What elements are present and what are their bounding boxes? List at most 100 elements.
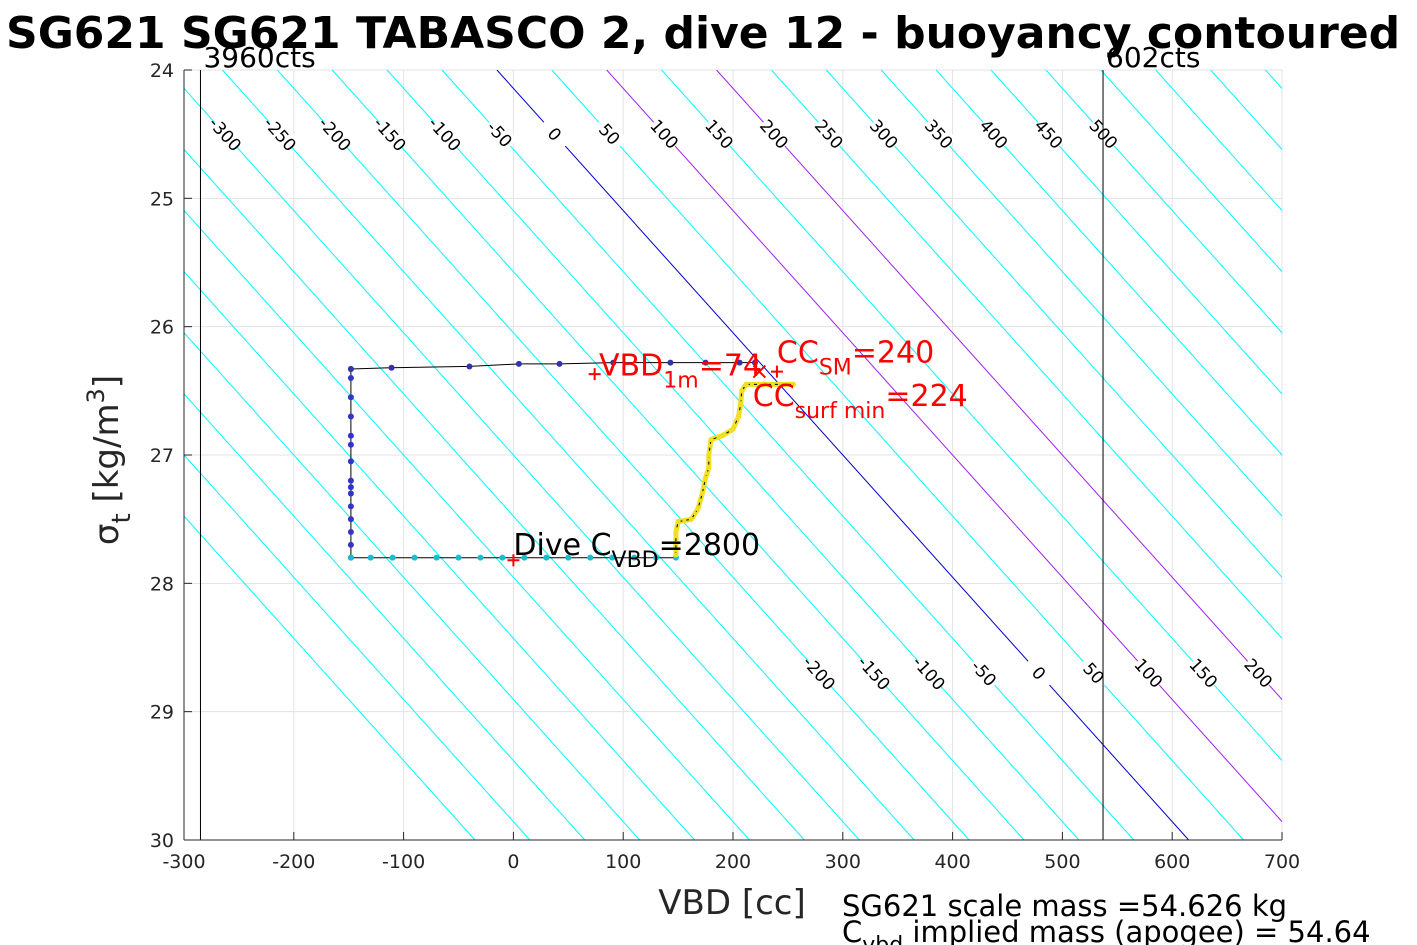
buoyancy-contours [184,70,1417,840]
data-point-climb [699,491,705,496]
annotation-sub: SM [819,356,852,381]
contour-line [990,70,1282,395]
marker-x [752,364,767,379]
contour-label-bg [855,654,893,692]
y-tick-label: 29 [150,702,174,724]
data-point-bottom [543,554,550,561]
data-point-climb [706,465,712,471]
y-tick-label: 24 [150,60,174,82]
x-tick-label: -200 [272,851,315,873]
footer-implied-mass: Cvbd implied mass (apogee) = 54.64 [842,915,1371,945]
x-tick-label: 700 [1264,851,1300,873]
data-point-dive [347,516,354,523]
contour-line [184,515,476,840]
contour-line [222,70,915,840]
data-point-climb [719,433,725,439]
data-point-dive [347,529,354,535]
data-point-climb [761,381,767,387]
vbd-limit-label: 3960cts [203,41,315,74]
contour-line [880,70,1282,517]
contour-label-bg [810,115,848,153]
contour-label-bg [975,115,1012,153]
y-axis-label: σt [kg/m3] [82,375,137,545]
data-point-bottom [609,554,616,561]
contour-line [1100,70,1282,273]
annotation-sub: 1m [663,368,698,393]
annotation-main: CC [753,379,795,414]
marker-plus [588,368,601,381]
y-tick-label: 30 [150,830,174,852]
x-tick-label: -100 [382,851,425,873]
contour-line [716,70,1282,701]
x-tick-label: 300 [825,851,861,873]
data-point-climb [735,414,741,419]
series-line-surface [350,362,755,370]
data-point-bottom [455,554,462,561]
footer-scale-mass: SG621 scale mass =54.626 kg [842,889,1287,923]
data-point-climb [743,381,749,387]
data-point-dive [347,477,354,484]
contour-line [661,70,1282,762]
annotation-value: =224 [885,379,967,414]
data-point-bottom [499,554,506,561]
contour-line [496,70,1190,840]
contour-label-bg [920,115,958,153]
contour-label-bg [1020,654,1057,692]
data-point-climb [675,519,681,525]
marker-plus [507,554,520,567]
contour-line [825,70,1282,578]
contour-line [184,209,750,840]
data-point-surface [702,359,709,366]
contour-line [184,393,586,840]
annotation: CCsurf min=224 [753,379,968,424]
x-tick-label: 200 [715,851,751,873]
data-point-climb [730,426,736,432]
data-point-climb [739,388,745,394]
contour-label-bg [1240,654,1277,692]
y-axis-label-unit: [kg/m [87,403,127,513]
contour-label-bg [1185,654,1222,692]
data-point-bottom [653,554,660,561]
data-point-surface [667,359,674,366]
y-tick-label: 27 [150,445,174,467]
annotation: Dive CVBD=2800 [513,528,760,573]
data-point-dive [347,441,354,448]
data-point-climb [708,437,714,443]
data-point-dive [347,432,354,439]
y-axis-label-unit-close: ] [87,375,127,388]
contour-line [184,87,860,840]
contour-line [771,70,1282,640]
data-point-bottom [565,554,572,561]
contour-line [331,70,1025,840]
data-point-bottom [477,554,484,561]
y-tick-label: 26 [150,317,174,339]
data-point-climb [695,506,701,512]
markers [507,364,783,567]
contour-line [1320,70,1417,840]
x-axis-label: VBD [cc] [658,883,806,923]
data-point-dive [347,458,354,465]
data-point-climb [706,452,712,458]
contour-line [184,454,531,840]
data-point-bottom [521,554,528,561]
contour-label-bg [910,654,948,692]
contour-label-bg [965,654,1003,692]
data-point-dive [347,490,354,497]
contour-label-bg [701,115,738,153]
annotation-value: =74 [699,348,762,383]
contour-line [1375,70,1417,840]
data-point-climb [738,401,744,407]
contour-label-bg [1030,115,1067,153]
y-axis-label-sup: 3 [82,388,110,403]
axes: -300 -200 -100 0 100 200 300 400 500 600 700 24 25 26… [150,60,1300,873]
contour-label-bg [1085,115,1122,153]
data-point-surface [610,359,617,366]
annotation-main: Dive C [513,528,611,563]
annotation-main: VBD [599,348,663,383]
data-point-bottom [411,554,418,561]
data-point-bottom [587,554,594,561]
footer-implied-mass-sub: vbd [862,933,903,945]
y-axis-label-main: σ [87,524,127,546]
contour-label-bg [591,115,628,153]
